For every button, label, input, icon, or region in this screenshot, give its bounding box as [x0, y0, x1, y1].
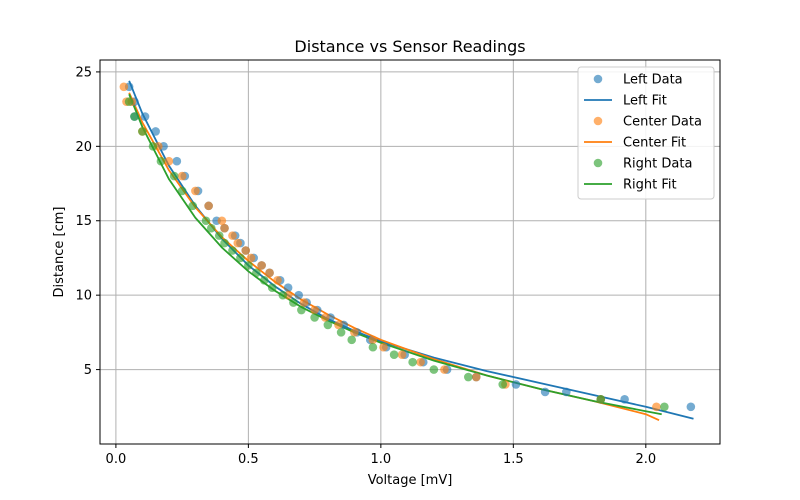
left-data-point — [172, 156, 182, 166]
center-data-point — [177, 171, 187, 181]
legend-left-fit-label: Left Fit — [623, 94, 667, 109]
x-tick-label: 0.0 — [106, 452, 127, 467]
center-data-point — [119, 82, 129, 92]
right-data-point — [289, 298, 298, 307]
right-data-point — [124, 97, 134, 106]
plot-frame — [99, 59, 721, 445]
center-data-point — [191, 186, 200, 196]
right-data-point — [236, 253, 245, 263]
right-data-point — [156, 156, 166, 166]
right-data-point — [201, 216, 211, 226]
center-data-point — [299, 298, 309, 307]
legend: Left Data Left Fit Center Data Center Fit Ri… — [577, 66, 715, 200]
y-axis-label: Distance [cm] — [52, 207, 67, 298]
center-data-point — [233, 238, 243, 248]
right-data-point — [188, 201, 198, 211]
center-data-point — [334, 320, 343, 330]
center-data-point — [217, 216, 227, 226]
center-data-point — [164, 156, 174, 166]
x-tick-label: 2.0 — [635, 452, 656, 467]
right-data-point — [214, 231, 224, 240]
right-data-point — [244, 261, 253, 270]
center-data-point — [310, 305, 319, 315]
right-data-point — [323, 320, 333, 330]
center-data-point — [320, 313, 330, 322]
data-points — [119, 82, 696, 412]
right-data-point — [267, 283, 277, 293]
right-data-point — [498, 380, 508, 389]
x-tick-label: 0.5 — [238, 452, 259, 467]
right-data-point — [259, 275, 269, 285]
right-data-point — [310, 313, 319, 322]
right-data-point — [220, 238, 229, 248]
y-tick-label: 25 — [75, 65, 92, 80]
x-tick-label: 1.0 — [371, 452, 392, 467]
center-data-point — [241, 246, 251, 255]
right-data-point — [660, 402, 669, 412]
center-data-point — [416, 357, 425, 367]
right-data-point — [389, 350, 399, 359]
center-data-point — [273, 275, 282, 285]
legend-right-data-label: Right Data — [623, 157, 692, 172]
right-data-point — [297, 305, 306, 315]
right-data-point — [228, 246, 237, 255]
left-data-point — [540, 387, 550, 397]
center-data-point — [350, 328, 359, 337]
center-data-point — [440, 365, 449, 374]
right-data-point — [130, 112, 139, 121]
center-data-point — [397, 350, 407, 359]
right-data-point — [138, 127, 147, 136]
x-tick-label: 1.5 — [503, 452, 524, 467]
y-tick-label: 5 — [84, 363, 92, 378]
center-data-point — [265, 268, 274, 278]
legend-center-data-swatch — [593, 116, 603, 126]
center-data-point — [368, 335, 378, 345]
right-data-point — [148, 142, 158, 151]
center-data-point — [257, 261, 266, 270]
right-data-point — [368, 342, 378, 352]
center-data-point — [471, 372, 481, 382]
right-data-series — [124, 97, 669, 412]
right-data-point — [278, 290, 288, 300]
left-data-point — [294, 290, 304, 300]
legend-left-data-swatch — [593, 74, 603, 84]
right-data-point — [169, 171, 179, 181]
legend-center-data-label: Center Data — [623, 115, 702, 130]
center-data-point — [246, 253, 256, 263]
chart-title: Distance vs Sensor Readings — [294, 37, 525, 56]
y-tick-label: 10 — [75, 289, 92, 304]
right-data-point — [463, 372, 473, 382]
left-data-point — [562, 387, 571, 397]
right-data-point — [177, 186, 187, 196]
left-data-point — [511, 380, 521, 389]
left-data-point — [686, 402, 696, 412]
right-data-point — [252, 268, 261, 278]
right-data-point — [596, 395, 606, 404]
y-tick-label: 15 — [75, 214, 92, 229]
center-data-point — [652, 402, 661, 412]
legend-left-data-label: Left Data — [623, 73, 683, 88]
left-data-point — [140, 112, 150, 121]
left-data-point — [151, 127, 160, 136]
center-data-point — [204, 201, 213, 211]
center-data-point — [220, 223, 229, 233]
legend-center-fit-label: Center Fit — [623, 136, 686, 151]
x-axis-label: Voltage [mV] — [368, 473, 453, 488]
right-data-point — [347, 335, 357, 345]
center-data-point — [228, 231, 237, 240]
legend-right-fit-label: Right Fit — [623, 178, 677, 193]
center-data-point — [379, 342, 388, 352]
right-data-point — [336, 328, 346, 337]
right-data-point — [408, 357, 417, 367]
right-data-point — [206, 223, 216, 233]
legend-right-data-swatch — [593, 158, 603, 168]
y-tick-label: 20 — [75, 140, 92, 155]
left-data-point — [283, 283, 293, 293]
right-data-point — [429, 365, 439, 374]
left-data-point — [620, 395, 629, 404]
ticks: 0.0 0.5 1.0 1.5 2.0 5 10 15 20 25 — [75, 65, 656, 467]
